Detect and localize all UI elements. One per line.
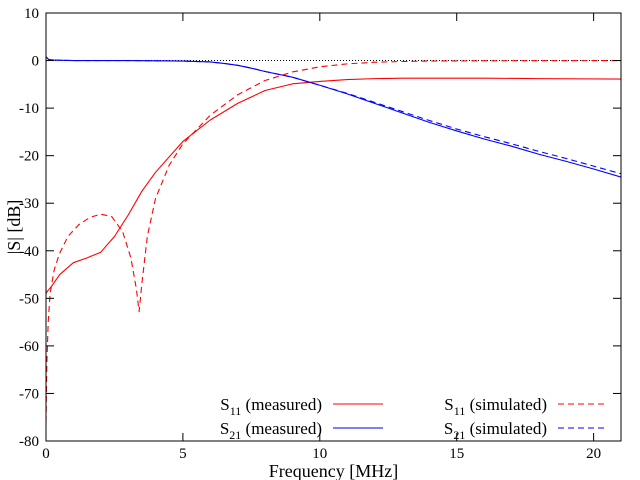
- y-tick-label: -50: [19, 291, 39, 307]
- y-tick-label: 10: [24, 6, 39, 22]
- x-tick-label: 10: [312, 446, 327, 462]
- y-tick-label: -40: [19, 244, 39, 260]
- y-tick-label: -60: [19, 339, 39, 355]
- y-tick-label: -20: [19, 149, 39, 165]
- y-tick-label: -30: [19, 196, 39, 212]
- y-tick-label: -10: [19, 101, 39, 117]
- series-line-11-simulated: [46, 60, 621, 422]
- x-axis-label: Frequency [MHz]: [269, 461, 398, 480]
- series-line-21-simulated: [46, 56, 621, 175]
- x-tick-label: 5: [179, 446, 187, 462]
- x-tick-label: 20: [586, 446, 601, 462]
- series-line-21-measured: [46, 56, 621, 178]
- x-tick-label: 15: [449, 446, 464, 462]
- legend: S11 (measured)S21 (measured) S11 (simulat…: [220, 395, 608, 442]
- y-tick-label: 0: [32, 54, 40, 70]
- y-tick-label: -70: [19, 386, 39, 402]
- x-tick-label: 0: [42, 446, 50, 462]
- legend-label: S21 (measured): [220, 419, 322, 442]
- legend-label: S21 (simulated): [444, 419, 547, 442]
- y-axis-label: |S| [dB]: [4, 200, 24, 255]
- ticks-layer: 0 5 10 15 20 10 0 -10 -20 -30 -40 -50 -60 -70 -80: [19, 6, 621, 462]
- y-tick-label: -80: [19, 434, 39, 450]
- series-layer: [46, 56, 621, 422]
- legend-label: S11 (measured): [220, 395, 322, 418]
- legend-label: S11 (simulated): [444, 395, 547, 418]
- series-line-11-measured: [46, 77, 621, 294]
- plot-frame: [45, 12, 622, 442]
